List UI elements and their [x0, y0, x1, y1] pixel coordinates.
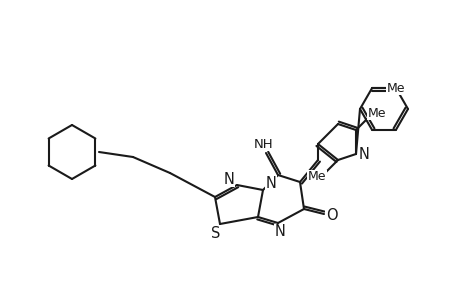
Text: NH: NH: [254, 137, 273, 151]
Text: N: N: [265, 176, 276, 190]
Text: N: N: [358, 146, 369, 161]
Text: S: S: [211, 226, 220, 241]
Text: N: N: [274, 224, 285, 239]
Text: Me: Me: [386, 82, 404, 95]
Text: Me: Me: [367, 106, 386, 119]
Text: Me: Me: [307, 170, 325, 184]
Text: N: N: [223, 172, 234, 187]
Text: O: O: [325, 208, 337, 223]
